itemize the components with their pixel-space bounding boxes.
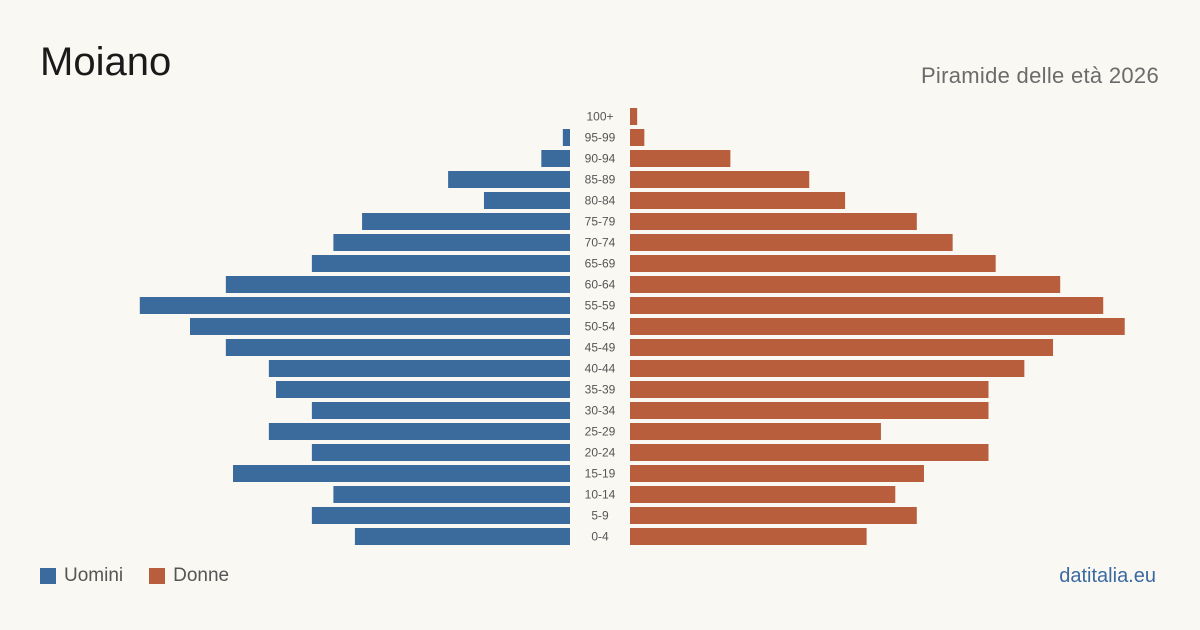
bar-women-25-29 <box>630 423 881 440</box>
bar-men-50-54 <box>189 318 571 335</box>
bar-men-15-19 <box>233 465 570 482</box>
chart-subtitle: Piramide delle età 2026 <box>920 63 1159 88</box>
legend-swatch-men <box>40 568 56 584</box>
legend-item-women: Donne <box>149 565 229 587</box>
bar-men-10-14 <box>333 486 570 503</box>
age-label-65-69: 65-69 <box>585 257 616 271</box>
legend-swatch-women <box>149 568 166 584</box>
age-label-5-9: 5-9 <box>591 509 609 523</box>
bar-women-95-99 <box>630 129 645 146</box>
bar-men-70-74 <box>333 234 570 251</box>
bar-women-10-14 <box>630 486 896 503</box>
age-label-45-49: 45-49 <box>585 341 616 355</box>
legend-item-men: Uomini <box>40 565 123 587</box>
bar-women-60-64 <box>630 276 1061 293</box>
bar-men-60-64 <box>225 276 570 293</box>
bar-women-15-19 <box>630 465 924 482</box>
bar-women-30-34 <box>630 402 989 419</box>
age-label-85-89: 85-89 <box>585 173 616 187</box>
age-label-30-34: 30-34 <box>585 404 616 418</box>
bar-men-75-79 <box>362 213 570 230</box>
age-label-50-54: 50-54 <box>585 320 616 334</box>
bar-men-95-99 <box>562 129 570 146</box>
bar-women-90-94 <box>630 150 731 167</box>
bar-women-80-84 <box>630 192 846 209</box>
age-label-75-79: 75-79 <box>585 215 616 229</box>
bar-women-40-44 <box>630 360 1025 377</box>
brand-link[interactable]: datitalia.eu <box>1059 565 1156 587</box>
legend-label-men: Uomini <box>64 565 124 586</box>
bar-men-30-34 <box>311 402 570 419</box>
age-label-10-14: 10-14 <box>585 488 616 502</box>
bar-women-20-24 <box>630 444 989 461</box>
age-label-90-94: 90-94 <box>585 152 616 166</box>
bar-women-85-89 <box>630 171 810 188</box>
age-label-80-84: 80-84 <box>585 194 616 208</box>
age-label-55-59: 55-59 <box>585 299 616 313</box>
chart-legend: Uomini Donne <box>40 565 255 587</box>
age-label-0-4: 0-4 <box>591 530 609 544</box>
bar-women-65-69 <box>630 255 996 272</box>
bar-women-75-79 <box>630 213 917 230</box>
bar-men-35-39 <box>276 381 570 398</box>
bar-men-85-89 <box>448 171 570 188</box>
bar-men-5-9 <box>311 507 570 524</box>
bar-women-70-74 <box>630 234 953 251</box>
age-label-95-99: 95-99 <box>585 131 616 145</box>
bar-men-25-29 <box>268 423 570 440</box>
page-title: Moiano <box>40 40 172 84</box>
bar-men-40-44 <box>268 360 570 377</box>
bar-women-100+ <box>630 108 638 125</box>
bar-men-90-94 <box>541 150 570 167</box>
bar-men-45-49 <box>225 339 570 356</box>
bar-men-0-4 <box>354 528 570 545</box>
legend-label-women: Donne <box>173 565 230 586</box>
age-label-15-19: 15-19 <box>585 467 616 481</box>
age-label-60-64: 60-64 <box>585 278 616 292</box>
age-label-35-39: 35-39 <box>585 383 616 397</box>
age-label-20-24: 20-24 <box>585 446 616 460</box>
bar-women-0-4 <box>630 528 867 545</box>
bar-women-55-59 <box>630 297 1104 314</box>
bar-women-50-54 <box>630 318 1125 335</box>
bar-men-80-84 <box>483 192 570 209</box>
age-label-25-29: 25-29 <box>585 425 616 439</box>
bar-men-20-24 <box>311 444 570 461</box>
age-label-40-44: 40-44 <box>585 362 616 376</box>
bar-women-5-9 <box>630 507 917 524</box>
bar-men-65-69 <box>311 255 570 272</box>
age-label-100+: 100+ <box>586 110 613 124</box>
bar-women-35-39 <box>630 381 989 398</box>
bar-women-45-49 <box>630 339 1054 356</box>
bar-men-55-59 <box>139 297 571 314</box>
age-label-70-74: 70-74 <box>585 236 616 250</box>
